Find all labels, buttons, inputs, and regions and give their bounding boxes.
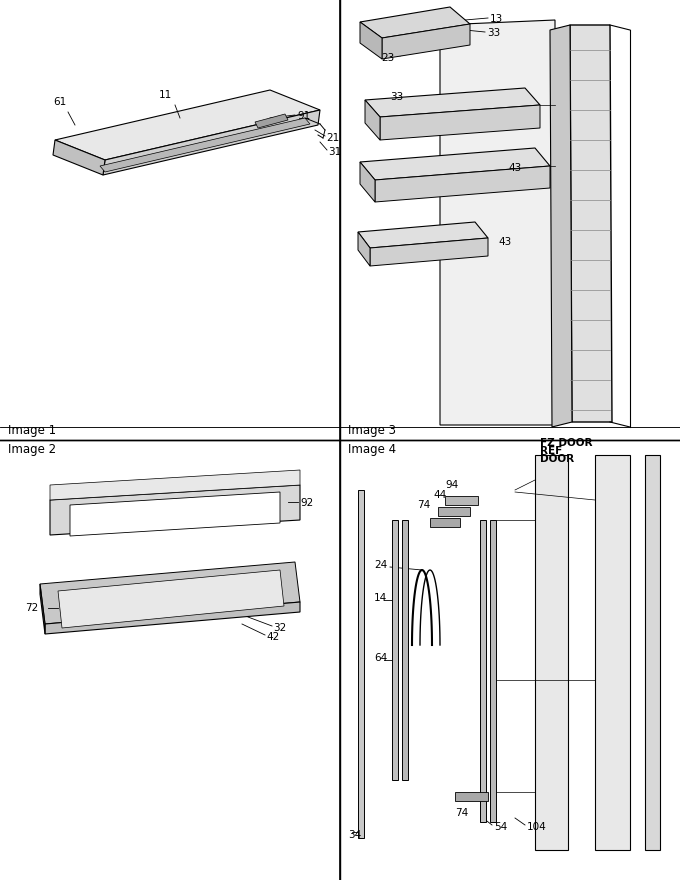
Polygon shape	[100, 118, 310, 172]
Text: 43: 43	[508, 163, 522, 173]
Polygon shape	[438, 507, 470, 516]
Text: Image 4: Image 4	[348, 443, 396, 456]
Text: 64: 64	[374, 653, 387, 663]
Polygon shape	[380, 105, 540, 140]
Text: 14: 14	[374, 593, 387, 603]
Polygon shape	[365, 100, 380, 140]
Polygon shape	[45, 602, 300, 634]
Polygon shape	[50, 470, 300, 500]
Polygon shape	[358, 490, 364, 838]
Text: 104: 104	[527, 822, 547, 832]
Text: 21: 21	[326, 133, 339, 143]
Polygon shape	[430, 518, 460, 527]
Text: 43: 43	[498, 237, 511, 247]
Polygon shape	[445, 496, 478, 505]
Polygon shape	[455, 792, 488, 801]
Text: 24: 24	[374, 560, 387, 570]
Polygon shape	[490, 520, 496, 822]
Polygon shape	[360, 22, 382, 59]
Polygon shape	[53, 140, 105, 175]
Text: 61: 61	[53, 97, 67, 107]
Polygon shape	[382, 24, 470, 59]
Text: 94: 94	[445, 480, 458, 490]
Polygon shape	[375, 166, 550, 202]
Polygon shape	[70, 492, 280, 536]
Text: REF: REF	[540, 446, 562, 456]
Polygon shape	[360, 7, 470, 38]
Polygon shape	[50, 485, 300, 535]
Polygon shape	[480, 520, 486, 822]
Polygon shape	[255, 114, 288, 128]
Text: 54: 54	[494, 822, 507, 832]
Polygon shape	[402, 520, 408, 780]
Text: 72: 72	[24, 603, 38, 613]
Polygon shape	[55, 90, 320, 160]
Text: 92: 92	[300, 498, 313, 508]
Text: 33: 33	[487, 28, 500, 38]
Text: 42: 42	[266, 632, 279, 642]
Text: 11: 11	[158, 90, 171, 100]
Polygon shape	[392, 520, 398, 780]
Text: 91: 91	[297, 111, 310, 121]
Polygon shape	[370, 238, 488, 266]
Polygon shape	[58, 570, 284, 628]
Polygon shape	[360, 148, 550, 180]
Text: 32: 32	[273, 623, 286, 633]
Text: 74: 74	[456, 808, 469, 818]
Text: 74: 74	[418, 500, 430, 510]
Text: 23: 23	[381, 53, 394, 63]
Text: Image 2: Image 2	[8, 443, 56, 456]
Text: FZ DOOR: FZ DOOR	[540, 438, 592, 448]
Text: 34: 34	[348, 830, 361, 840]
Polygon shape	[358, 232, 370, 266]
Text: 44: 44	[433, 490, 447, 500]
Text: Image 3: Image 3	[348, 424, 396, 437]
Polygon shape	[440, 20, 555, 425]
Polygon shape	[40, 584, 45, 634]
Polygon shape	[365, 88, 540, 117]
Text: 33: 33	[390, 92, 403, 102]
Polygon shape	[535, 455, 568, 850]
Polygon shape	[550, 25, 572, 427]
Polygon shape	[103, 110, 320, 175]
Polygon shape	[360, 162, 375, 202]
Polygon shape	[595, 455, 630, 850]
Text: 13: 13	[490, 14, 503, 24]
Polygon shape	[358, 222, 488, 248]
Text: Image 1: Image 1	[8, 424, 56, 437]
Polygon shape	[645, 455, 660, 850]
Text: DOOR: DOOR	[540, 454, 574, 464]
Text: 31: 31	[328, 147, 341, 157]
Polygon shape	[40, 562, 300, 624]
Polygon shape	[570, 25, 612, 422]
